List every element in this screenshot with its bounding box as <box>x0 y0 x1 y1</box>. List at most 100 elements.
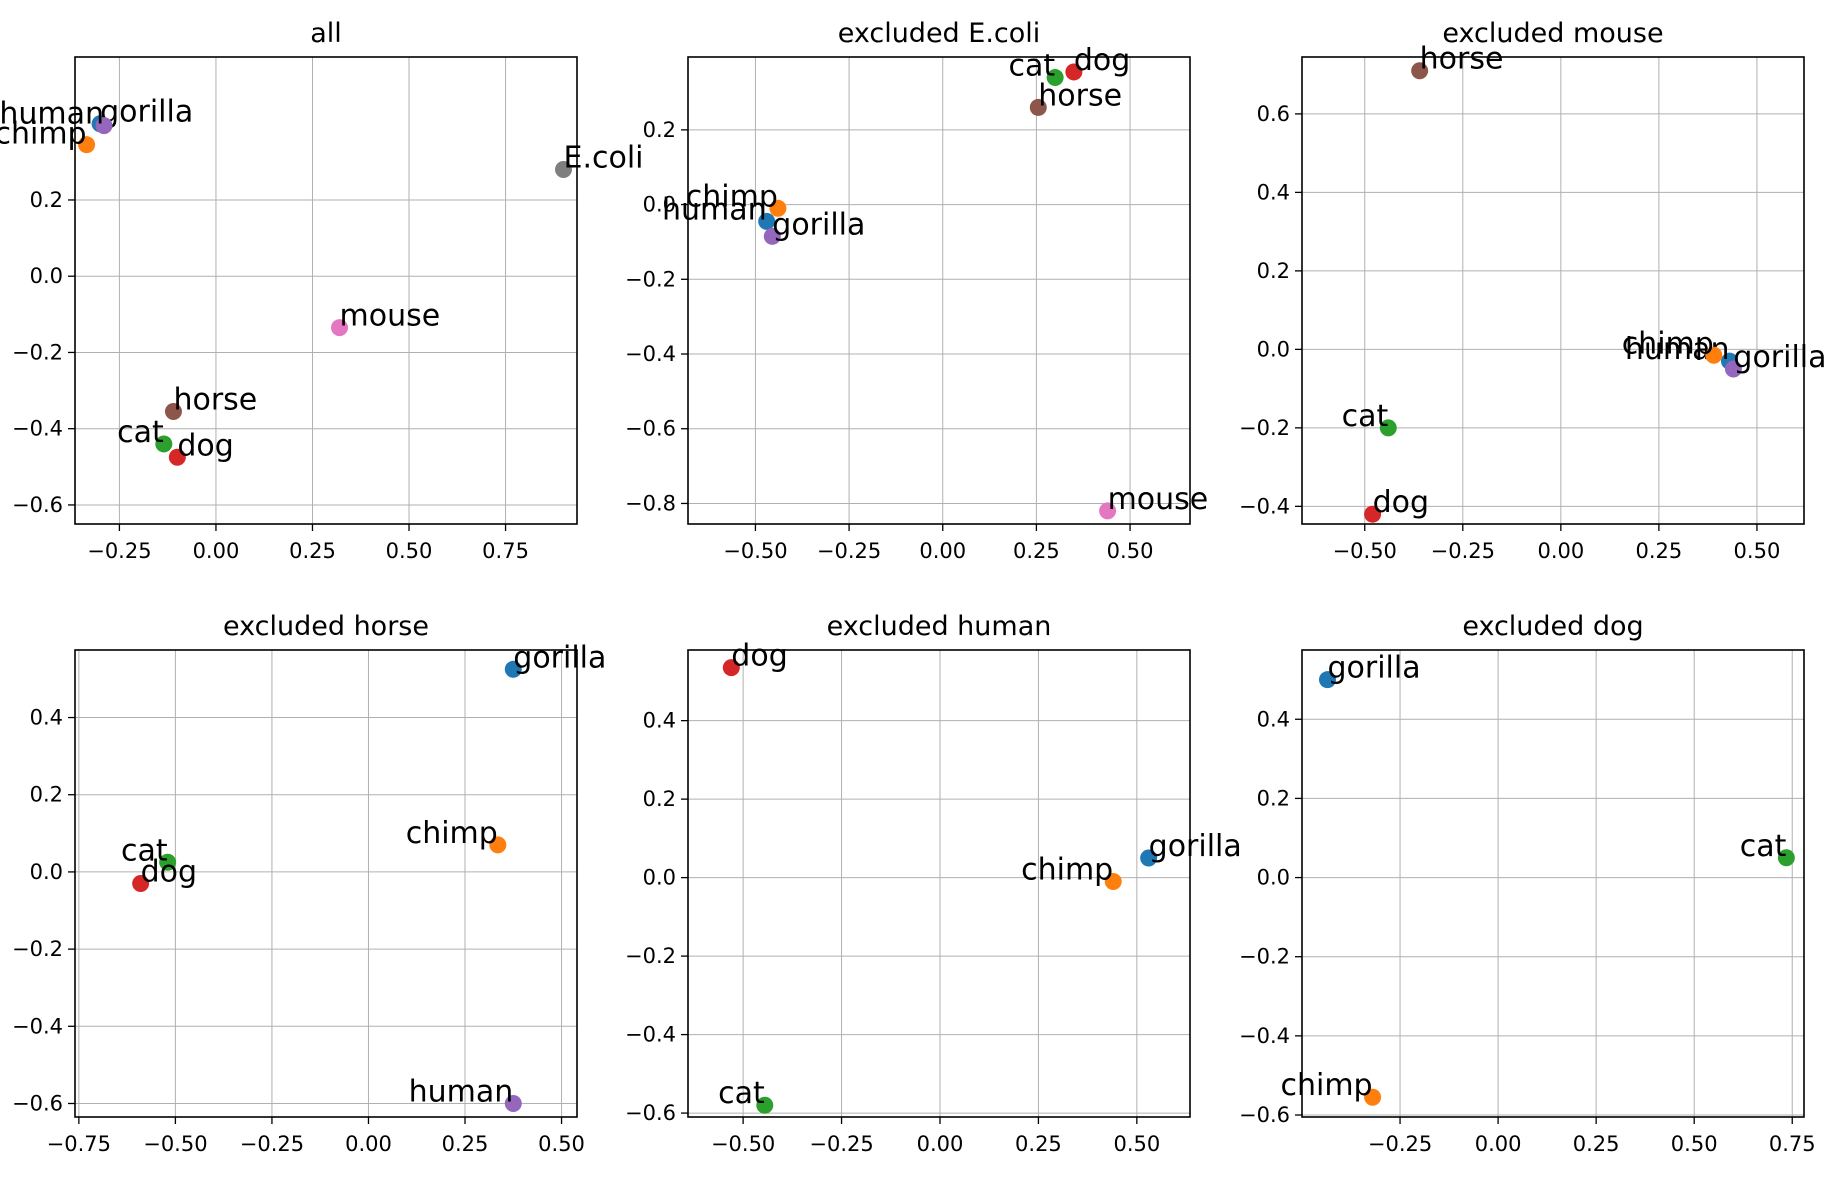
x-tick-label: 0.25 <box>1015 1132 1062 1156</box>
x-tick-label: 0.50 <box>1107 539 1154 563</box>
point-chimp <box>78 136 96 154</box>
point-cat <box>756 1096 774 1114</box>
y-tick-label: 0.2 <box>30 783 63 807</box>
point-dog <box>722 659 740 677</box>
subplot-6: −0.25 0.00 0.25 0.50 0.75 −0.6 −0.4 −0.2 0.0 0.2 0… <box>1239 611 1816 1156</box>
point-label: mouse <box>1108 482 1209 517</box>
y-tick-label: −0.4 <box>12 417 63 441</box>
point-label: gorilla <box>1327 651 1420 686</box>
axes-frame <box>74 56 578 525</box>
x-tick-label: 0.25 <box>1573 1132 1620 1156</box>
x-tick-label: 0.50 <box>1113 1132 1160 1156</box>
point-label: dog <box>1074 43 1130 78</box>
axes-frame <box>687 649 1191 1118</box>
point-label: dog <box>1373 485 1429 520</box>
subplot-5: −0.50 −0.25 0.00 0.25 0.50 −0.6 −0.4 −0.2 0.0 0.2… <box>625 611 1242 1156</box>
y-tick-label: −0.2 <box>12 937 63 961</box>
x-tick-label: −0.25 <box>809 1132 873 1156</box>
point-label: cat <box>117 415 164 450</box>
point-label: chimp <box>1622 326 1714 361</box>
point-label: dog <box>731 639 787 674</box>
point-chimp <box>1104 873 1122 891</box>
x-tick-label: 0.25 <box>1013 539 1060 563</box>
subplot-title: all <box>310 18 342 49</box>
y-tick-label: −0.4 <box>625 1023 676 1047</box>
point-chimp <box>489 836 507 854</box>
y-tick-label: 0.2 <box>643 118 676 142</box>
point-cat <box>1046 69 1064 87</box>
x-tick-label: 0.50 <box>538 1132 585 1156</box>
subplot-title: excluded horse <box>223 611 429 642</box>
point-human <box>95 117 113 135</box>
y-tick-label: −0.2 <box>625 944 676 968</box>
x-tick-label: −0.50 <box>723 539 787 563</box>
y-tick-label: 0.4 <box>643 709 676 733</box>
subplot-title: excluded E.coli <box>838 18 1041 49</box>
x-tick-label: 0.25 <box>1636 539 1683 563</box>
x-tick-label: 0.50 <box>1734 539 1781 563</box>
point-label: gorilla <box>100 95 193 130</box>
point-dog <box>1364 505 1382 523</box>
point-mouse <box>331 319 349 337</box>
y-tick-label: −0.6 <box>625 1101 676 1125</box>
y-tick-label: 0.0 <box>1257 866 1290 890</box>
y-tick-label: −0.6 <box>625 417 676 441</box>
point-label: chimp <box>686 179 778 214</box>
y-tick-label: −0.6 <box>12 1091 63 1115</box>
point-label: cat <box>1740 829 1787 864</box>
point-gorilla <box>1140 849 1158 867</box>
point-dog <box>132 875 150 892</box>
point-gorilla <box>763 227 781 245</box>
point-cat <box>1777 849 1795 867</box>
x-tick-label: −0.25 <box>817 539 881 563</box>
x-tick-label: 0.00 <box>345 1132 392 1156</box>
x-tick-label: −0.25 <box>1431 539 1495 563</box>
y-tick-label: 0.6 <box>1257 102 1290 126</box>
point-label: chimp <box>0 117 87 152</box>
point-human <box>504 1094 522 1112</box>
y-tick-label: 0.2 <box>1257 259 1290 283</box>
x-tick-label: −0.75 <box>47 1132 111 1156</box>
point-dog <box>1065 63 1083 81</box>
x-tick-label: 0.25 <box>289 539 336 563</box>
y-tick-label: 0.4 <box>1257 707 1290 731</box>
point-label: gorilla <box>513 640 606 675</box>
x-tick-label: 0.75 <box>482 539 529 563</box>
y-tick-label: −0.2 <box>1239 416 1290 440</box>
y-tick-label: −0.8 <box>625 491 676 515</box>
point-label: horse <box>1038 78 1122 113</box>
y-tick-label: 0.0 <box>643 866 676 890</box>
point-human <box>758 212 776 230</box>
point-label: chimp <box>406 816 498 851</box>
point-cat <box>155 435 173 453</box>
x-tick-label: −0.50 <box>711 1132 775 1156</box>
point-label: gorilla <box>772 207 865 242</box>
point-label: gorilla <box>1149 829 1242 864</box>
point-label: chimp <box>1280 1068 1372 1103</box>
x-tick-label: 0.50 <box>386 539 433 563</box>
axes-frame <box>1301 649 1805 1118</box>
point-label: mouse <box>340 299 441 334</box>
point-label: horse <box>1420 42 1504 77</box>
y-tick-label: −0.4 <box>12 1014 63 1038</box>
y-tick-label: 0.2 <box>30 188 63 212</box>
y-tick-label: −0.4 <box>1239 494 1290 518</box>
point-gorilla <box>1724 360 1742 378</box>
point-label: human <box>662 192 767 227</box>
point-label: cat <box>121 833 168 868</box>
x-tick-label: 0.00 <box>1475 1132 1522 1156</box>
point-label: horse <box>173 383 257 418</box>
point-label: gorilla <box>1733 340 1826 375</box>
y-tick-label: 0.0 <box>1257 337 1290 361</box>
y-tick-label: 0.4 <box>30 706 63 730</box>
y-tick-label: 0.2 <box>1257 786 1290 810</box>
point-gorilla <box>504 660 522 678</box>
point-horse <box>164 403 182 421</box>
point-horse <box>1411 62 1429 80</box>
point-ecoli <box>554 160 572 178</box>
x-tick-label: −0.25 <box>1368 1132 1432 1156</box>
x-tick-label: 0.25 <box>442 1132 489 1156</box>
y-tick-label: −0.2 <box>1239 945 1290 969</box>
x-tick-label: 0.00 <box>1537 539 1584 563</box>
